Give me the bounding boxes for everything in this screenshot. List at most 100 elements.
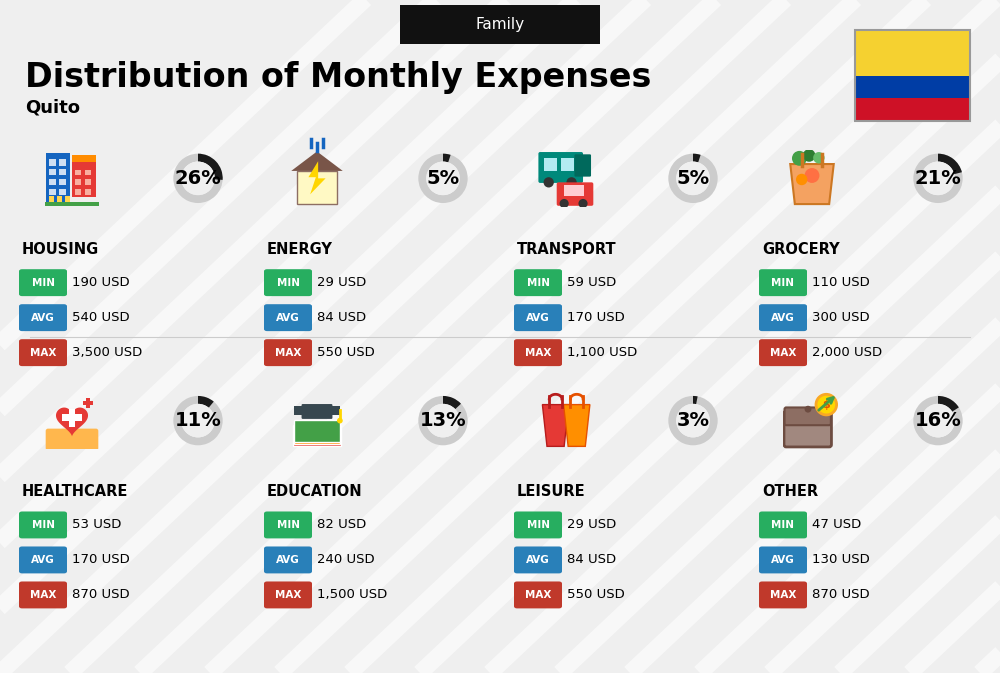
Text: AVG: AVG	[276, 313, 300, 322]
FancyBboxPatch shape	[85, 180, 91, 185]
FancyBboxPatch shape	[855, 98, 970, 121]
FancyBboxPatch shape	[85, 170, 91, 176]
Circle shape	[792, 151, 807, 166]
Text: 540 USD: 540 USD	[72, 311, 130, 324]
Wedge shape	[418, 153, 468, 203]
Text: MAX: MAX	[525, 590, 551, 600]
FancyBboxPatch shape	[75, 189, 81, 195]
Text: Distribution of Monthly Expenses: Distribution of Monthly Expenses	[25, 61, 651, 94]
Text: Family: Family	[475, 17, 525, 32]
FancyBboxPatch shape	[19, 546, 67, 573]
FancyBboxPatch shape	[294, 406, 340, 415]
FancyBboxPatch shape	[574, 154, 591, 176]
Wedge shape	[913, 396, 963, 446]
FancyBboxPatch shape	[538, 152, 583, 183]
FancyBboxPatch shape	[72, 155, 96, 197]
Wedge shape	[173, 396, 223, 446]
FancyBboxPatch shape	[759, 581, 807, 608]
Circle shape	[566, 177, 577, 188]
FancyBboxPatch shape	[759, 511, 807, 538]
Text: OTHER: OTHER	[762, 484, 818, 499]
Circle shape	[676, 162, 710, 195]
Polygon shape	[291, 151, 343, 171]
Polygon shape	[542, 404, 569, 446]
Circle shape	[813, 152, 825, 164]
Text: Quito: Quito	[25, 99, 80, 116]
FancyBboxPatch shape	[514, 581, 562, 608]
Text: 170 USD: 170 USD	[567, 311, 625, 324]
Text: 29 USD: 29 USD	[567, 518, 616, 532]
Wedge shape	[418, 396, 468, 446]
Text: 870 USD: 870 USD	[72, 588, 130, 602]
Text: MIN: MIN	[526, 520, 550, 530]
FancyBboxPatch shape	[19, 269, 67, 296]
Wedge shape	[443, 153, 451, 162]
Text: 1,100 USD: 1,100 USD	[567, 346, 637, 359]
FancyBboxPatch shape	[759, 269, 807, 296]
FancyBboxPatch shape	[45, 203, 99, 207]
Text: MIN: MIN	[32, 278, 55, 287]
Polygon shape	[790, 164, 834, 204]
FancyBboxPatch shape	[784, 411, 831, 447]
Text: 550 USD: 550 USD	[567, 588, 625, 602]
Circle shape	[337, 418, 343, 423]
FancyBboxPatch shape	[59, 179, 66, 185]
FancyBboxPatch shape	[264, 581, 312, 608]
Circle shape	[181, 404, 215, 437]
Text: 2,000 USD: 2,000 USD	[812, 346, 882, 359]
FancyBboxPatch shape	[293, 425, 341, 446]
Circle shape	[544, 177, 554, 188]
FancyBboxPatch shape	[557, 182, 593, 206]
FancyBboxPatch shape	[294, 420, 340, 441]
Text: MAX: MAX	[30, 348, 56, 357]
Text: 130 USD: 130 USD	[812, 553, 870, 567]
FancyBboxPatch shape	[564, 185, 584, 196]
Text: AVG: AVG	[771, 313, 795, 322]
Circle shape	[805, 406, 811, 413]
FancyBboxPatch shape	[264, 304, 312, 331]
Text: MAX: MAX	[30, 590, 56, 600]
Circle shape	[426, 404, 460, 437]
Text: 84 USD: 84 USD	[567, 553, 616, 567]
Circle shape	[676, 404, 710, 437]
FancyBboxPatch shape	[49, 196, 54, 204]
Text: 16%: 16%	[915, 411, 961, 430]
FancyBboxPatch shape	[19, 304, 67, 331]
FancyBboxPatch shape	[49, 179, 56, 185]
Text: 29 USD: 29 USD	[317, 276, 366, 289]
Text: ENERGY: ENERGY	[267, 242, 333, 256]
Text: MIN: MIN	[277, 278, 300, 287]
Text: 82 USD: 82 USD	[317, 518, 366, 532]
FancyBboxPatch shape	[59, 160, 66, 166]
Text: 47 USD: 47 USD	[812, 518, 861, 532]
Text: AVG: AVG	[526, 555, 550, 565]
Text: HOUSING: HOUSING	[22, 242, 99, 256]
Text: 870 USD: 870 USD	[812, 588, 870, 602]
FancyBboxPatch shape	[514, 304, 562, 331]
Circle shape	[803, 149, 815, 162]
FancyBboxPatch shape	[264, 546, 312, 573]
Text: MAX: MAX	[525, 348, 551, 357]
Text: LEISURE: LEISURE	[517, 484, 586, 499]
FancyBboxPatch shape	[785, 407, 831, 425]
Text: 3%: 3%	[676, 411, 710, 430]
Text: $: $	[822, 400, 830, 410]
Circle shape	[796, 174, 807, 185]
Text: 550 USD: 550 USD	[317, 346, 375, 359]
FancyBboxPatch shape	[759, 304, 807, 331]
FancyBboxPatch shape	[294, 423, 340, 444]
Wedge shape	[198, 396, 214, 408]
FancyBboxPatch shape	[19, 581, 67, 608]
FancyBboxPatch shape	[264, 339, 312, 366]
Text: MIN: MIN	[277, 520, 300, 530]
Text: AVG: AVG	[526, 313, 550, 322]
FancyBboxPatch shape	[514, 546, 562, 573]
Circle shape	[578, 199, 588, 208]
Wedge shape	[938, 153, 962, 174]
FancyBboxPatch shape	[264, 511, 312, 538]
FancyBboxPatch shape	[855, 30, 970, 76]
Text: TRANSPORT: TRANSPORT	[517, 242, 617, 256]
FancyBboxPatch shape	[86, 398, 90, 408]
Circle shape	[816, 394, 837, 415]
Circle shape	[426, 162, 460, 195]
